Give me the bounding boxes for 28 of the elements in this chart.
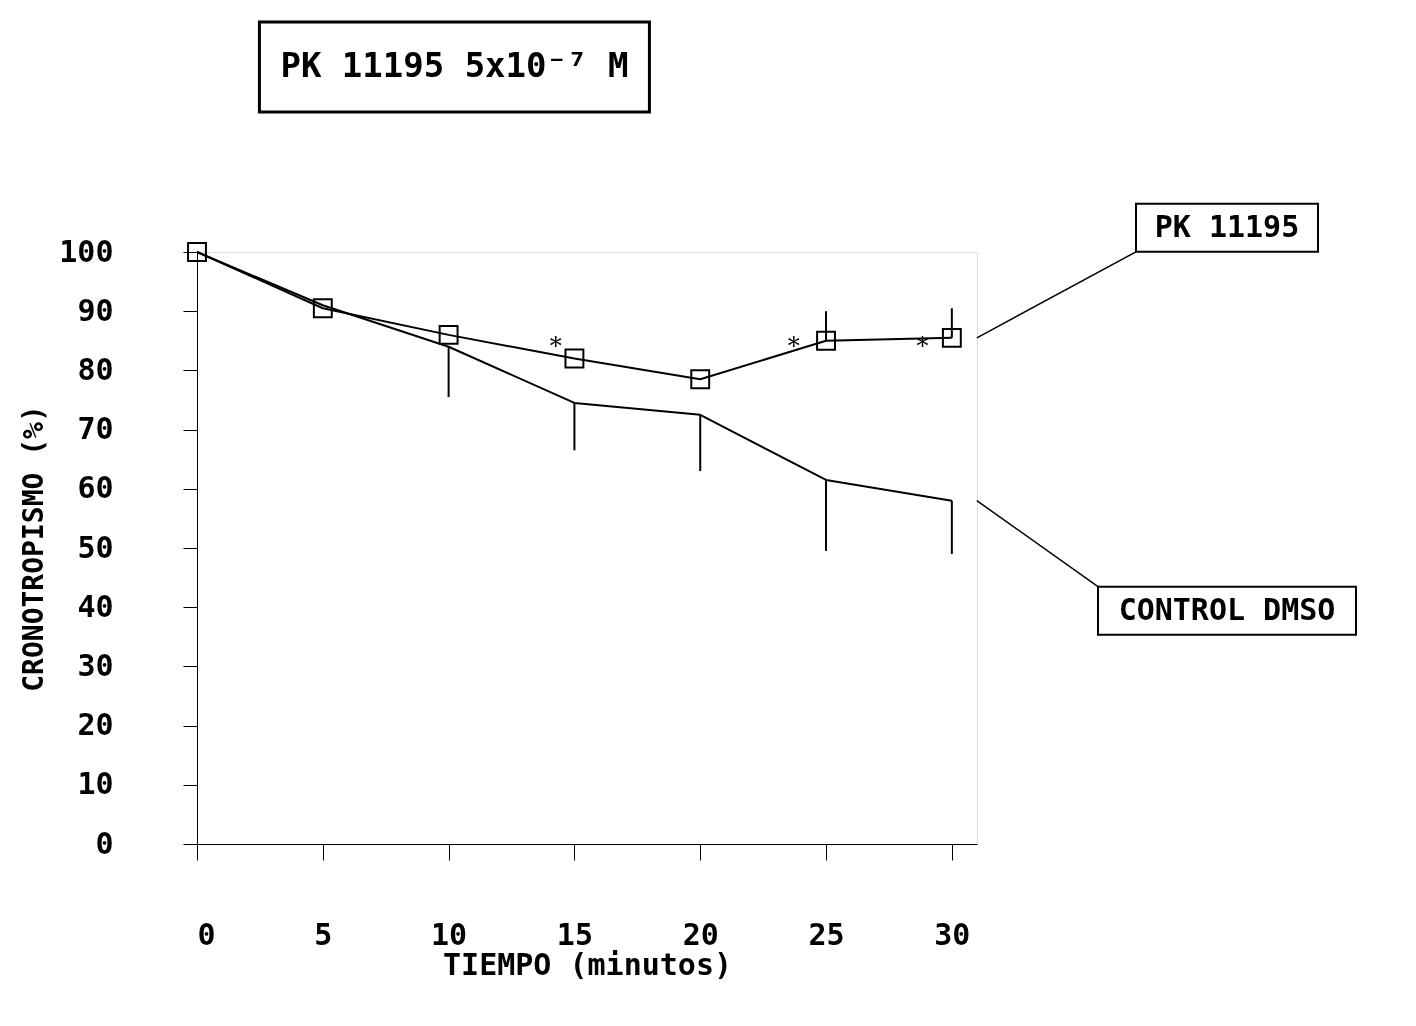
x-tick-label: 30 bbox=[934, 916, 971, 952]
y-tick-label: 10 bbox=[77, 766, 114, 802]
y-tick-label: 0 bbox=[95, 825, 114, 861]
y-tick-label: 70 bbox=[77, 411, 114, 447]
y-tick-label: 100 bbox=[59, 233, 114, 269]
y-tick-label: 30 bbox=[77, 647, 114, 683]
y-tick-label: 20 bbox=[77, 707, 114, 743]
annotation: * bbox=[787, 332, 800, 360]
y-tick-label: 80 bbox=[77, 351, 114, 387]
point bbox=[690, 369, 711, 390]
y-tick-label: 90 bbox=[77, 292, 114, 328]
point bbox=[564, 348, 585, 369]
text: PK 11195 bbox=[1154, 208, 1300, 244]
x-tick-label: 0 bbox=[197, 916, 216, 952]
x-tick-label: 5 bbox=[314, 916, 333, 952]
point bbox=[816, 330, 836, 351]
y-axis-title: CRONOTROPISMO (%) bbox=[17, 405, 51, 692]
chart-title: PK 11195 5x10⁻⁷ M bbox=[280, 45, 629, 85]
point bbox=[187, 242, 207, 262]
y-tick-label: 60 bbox=[77, 470, 114, 506]
y-tick-label: 40 bbox=[77, 588, 114, 624]
x-tick-label: 25 bbox=[808, 916, 845, 952]
text: CONTROL DMSO bbox=[1118, 591, 1336, 627]
point bbox=[438, 324, 459, 345]
point bbox=[941, 327, 962, 348]
y-tick-label: 50 bbox=[77, 529, 114, 565]
annotation: * bbox=[549, 332, 562, 360]
point bbox=[312, 298, 333, 319]
